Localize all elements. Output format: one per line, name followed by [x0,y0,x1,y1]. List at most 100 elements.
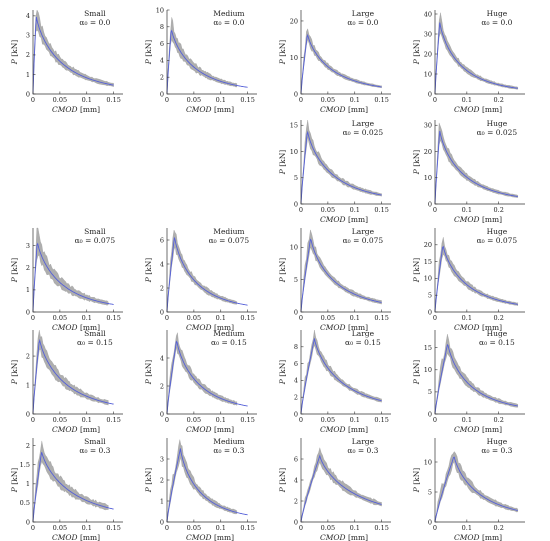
y-tick-label: 5 [294,276,298,284]
x-tick-label: 0.1 [462,416,472,424]
x-tick-label: 0.15 [374,314,388,322]
y-tick-label: 20 [424,50,432,58]
y-tick-label: 0 [428,90,432,98]
x-axis-label: CMOD [mm] [186,425,234,434]
x-tick-label: 0.15 [374,524,388,532]
y-tick-label: 10 [290,54,298,62]
y-axis-label: P [kN] [278,360,287,385]
y-axis-label: P [kN] [10,258,19,283]
model-curve [32,242,114,313]
y-axis-label: P [kN] [412,258,421,283]
model-curve [434,456,518,523]
y-tick-label: 0 [160,518,164,526]
y-tick-label: 0 [428,308,432,316]
y-tick-label: 4 [160,260,164,268]
y-tick-label: 0 [294,200,298,208]
y-tick-label: 2 [26,442,30,450]
x-tick-label: 0.1 [350,96,360,104]
y-tick-label: 15 [424,258,432,266]
x-axis-label: CMOD [mm] [320,533,368,541]
x-axis-label: CMOD [mm] [454,323,502,332]
y-axis-label: P [kN] [412,150,421,175]
x-axis-label: CMOD [mm] [454,215,502,224]
x-tick-label: 0.05 [321,314,335,322]
y-axis-label: P [kN] [144,360,153,385]
subplot-medium-2: 0 0.05 0.1 0.15 0 2 4 6 CMOD [mm] P [kN] Mediumα₀ … [144,227,257,332]
x-tick-label: 0.05 [187,524,201,532]
x-axis-label: CMOD [mm] [52,323,100,332]
subplot-subtitle: α₀ = 0.0 [79,18,110,27]
x-tick-label: 0.2 [494,416,504,424]
subplot-title: Large [352,9,375,18]
subplot-small-0: 0 0.05 0.1 0.15 0 1 2 3 4 CMOD [mm] P [kN] Smallα₀ … [10,9,123,114]
y-axis-label: P [kN] [278,258,287,283]
x-tick-label: 0 [165,524,169,532]
y-tick-label: 2 [26,264,30,272]
subplot-title: Huge [487,9,508,18]
x-tick-label: 0.05 [321,416,335,424]
y-tick-label: 0 [294,518,298,526]
y-tick-label: 0 [294,410,298,418]
y-axis-label: P [kN] [412,360,421,385]
model-curve [434,22,518,95]
x-tick-label: 0.1 [350,524,360,532]
y-tick-label: 1.5 [20,461,30,469]
subplot-large-1: 0 0.05 0.1 0.15 0 5 10 15 CMOD [mm] P [kN] Largeα₀… [278,119,391,224]
y-tick-label: 4 [160,354,164,362]
x-tick-label: 0 [31,524,35,532]
x-tick-label: 0.15 [240,96,254,104]
x-tick-label: 0.05 [53,314,67,322]
y-tick-label: 4 [26,12,30,20]
experiment-band [300,28,382,95]
subplot-title: Medium [213,9,244,18]
y-tick-label: 2 [160,382,164,390]
x-axis-label: CMOD [mm] [186,533,234,541]
model-curve [32,338,114,415]
subplot-medium-4: 0 0.05 0.1 0.15 0 1 2 3 CMOD [mm] P [kN] Mediumα₀ … [144,437,257,541]
x-tick-label: 0.1 [82,524,92,532]
subplot-title: Small [84,227,106,236]
y-tick-label: 10 [424,275,432,283]
y-tick-label: 10 [424,174,432,182]
x-tick-label: 0.05 [53,96,67,104]
y-axis-label: P [kN] [278,40,287,65]
subplot-subtitle: α₀ = 0.15 [211,338,247,347]
y-tick-label: 5 [428,292,432,300]
experiment-band [32,329,109,415]
y-axis-label: P [kN] [10,468,19,493]
model-curve [300,454,382,523]
x-tick-label: 0.15 [374,206,388,214]
y-tick-label: 1 [26,71,30,79]
subplot-title: Medium [213,227,244,236]
subplot-subtitle: α₀ = 0.3 [481,446,512,455]
y-tick-label: 3 [26,32,30,40]
x-tick-label: 0 [433,314,437,322]
subplot-subtitle: α₀ = 0.3 [213,446,244,455]
subplot-subtitle: α₀ = 0.0 [213,18,244,27]
x-tick-label: 0 [165,96,169,104]
x-tick-label: 0.1 [82,314,92,322]
model-curve [300,130,382,205]
subplot-title: Huge [487,437,508,446]
y-tick-label: 20 [290,17,298,25]
experiment-band [166,17,238,95]
y-tick-label: 5 [294,174,298,182]
y-tick-label: 1 [26,480,30,488]
subplot-subtitle: α₀ = 0.025 [477,128,518,137]
experiment-band [32,227,109,313]
subplot-title: Large [352,437,375,446]
subplot-subtitle: α₀ = 0.075 [477,236,518,245]
y-tick-label: 6 [294,360,298,368]
x-tick-label: 0.15 [106,314,120,322]
x-tick-label: 0.1 [462,96,472,104]
x-tick-label: 0.1 [216,96,226,104]
x-axis-label: CMOD [mm] [320,323,368,332]
y-tick-label: 10 [424,70,432,78]
x-tick-label: 0.15 [240,524,254,532]
x-axis-label: CMOD [mm] [454,105,502,114]
y-tick-label: 3 [26,242,30,250]
y-tick-label: 10 [156,6,164,14]
